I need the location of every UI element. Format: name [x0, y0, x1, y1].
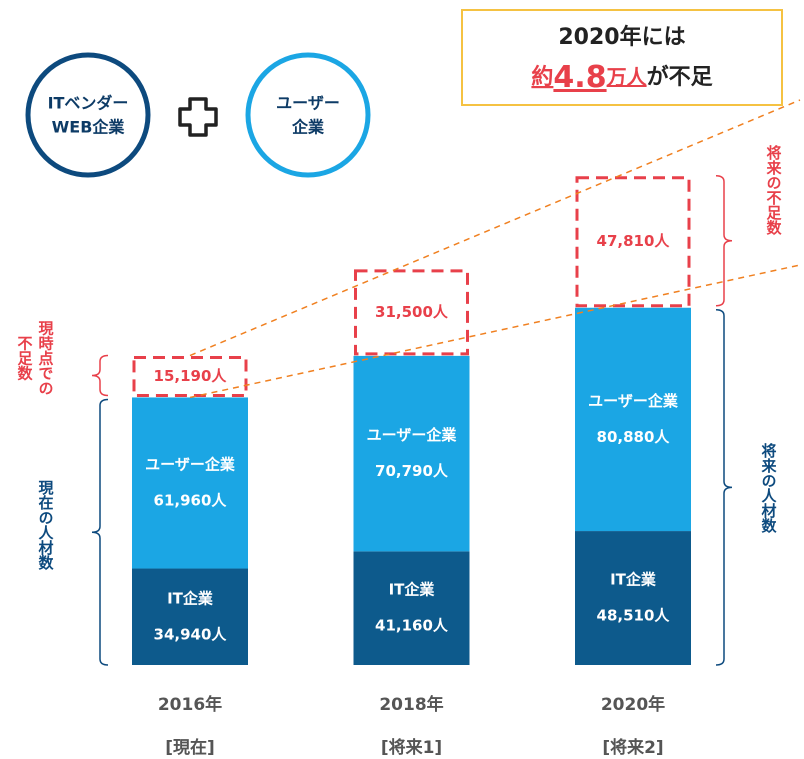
circle-label: ITベンダー [48, 94, 129, 113]
bracket [715, 174, 733, 307]
user-circle [245, 52, 371, 178]
x-tick-label: 2020年 [601, 694, 665, 715]
plus-icon [178, 97, 218, 137]
callout-part: 4.8 [553, 60, 606, 95]
value-label: 34,940人 [154, 625, 228, 643]
bar-segment [132, 568, 248, 665]
x-tick-label: 2018年 [379, 694, 443, 715]
value-label: 70,790人 [375, 462, 449, 480]
guide-line [189, 264, 801, 399]
shortage-bar [354, 269, 469, 356]
value-label: 41,160人 [375, 617, 449, 635]
value-label: 47,810人 [597, 232, 671, 250]
segment-name: ユーザー企業 [367, 426, 458, 444]
x-tick-sublabel: [将来1] [381, 737, 442, 758]
value-label: 15,190人 [154, 367, 228, 385]
segment-name: IT企業 [610, 571, 657, 589]
circle-label: 企業 [291, 118, 325, 137]
segment-name: IT企業 [389, 581, 436, 599]
bracket-label: 現在の人材数 [37, 480, 55, 571]
value-label: 80,880人 [597, 428, 671, 446]
value-label: 61,960人 [154, 491, 228, 509]
bracket [715, 308, 733, 666]
x-tick-sublabel: [将来2] [602, 737, 663, 758]
bracket-label: 不足数 [16, 336, 34, 382]
callout-part: 万人 [606, 65, 648, 89]
callout-line2: 約4.8万人が不足 [531, 60, 712, 95]
segment-name: ユーザー企業 [145, 455, 236, 473]
vendor-circle [25, 52, 151, 178]
shortage-bar [575, 176, 691, 308]
guide-line [189, 99, 801, 357]
callout-box [461, 9, 783, 106]
circle-label: WEB企業 [52, 118, 126, 137]
value-label: 31,500人 [375, 303, 449, 321]
bracket-label: 現時点での [37, 321, 55, 396]
bracket [91, 398, 109, 666]
x-tick-sublabel: [現在] [165, 737, 215, 758]
callout-line1: 2020年には [558, 24, 685, 50]
x-tick-label: 2016年 [158, 694, 222, 715]
bracket [91, 354, 109, 397]
bar-segment [353, 551, 470, 665]
callout-part: 約 [531, 64, 553, 90]
segment-name: IT企業 [167, 589, 214, 607]
bar-segment [575, 531, 691, 665]
value-label: 48,510人 [597, 607, 671, 625]
circle-label: ユーザー [276, 94, 340, 113]
segment-name: ユーザー企業 [588, 392, 679, 410]
callout-part: が不足 [647, 64, 713, 90]
bracket-label: 将来の不足数 [765, 144, 783, 236]
bar-segment [132, 397, 248, 569]
bracket-label: 将来の人材数 [760, 442, 778, 534]
bar-segment [575, 307, 691, 532]
bar-segment [353, 355, 470, 552]
